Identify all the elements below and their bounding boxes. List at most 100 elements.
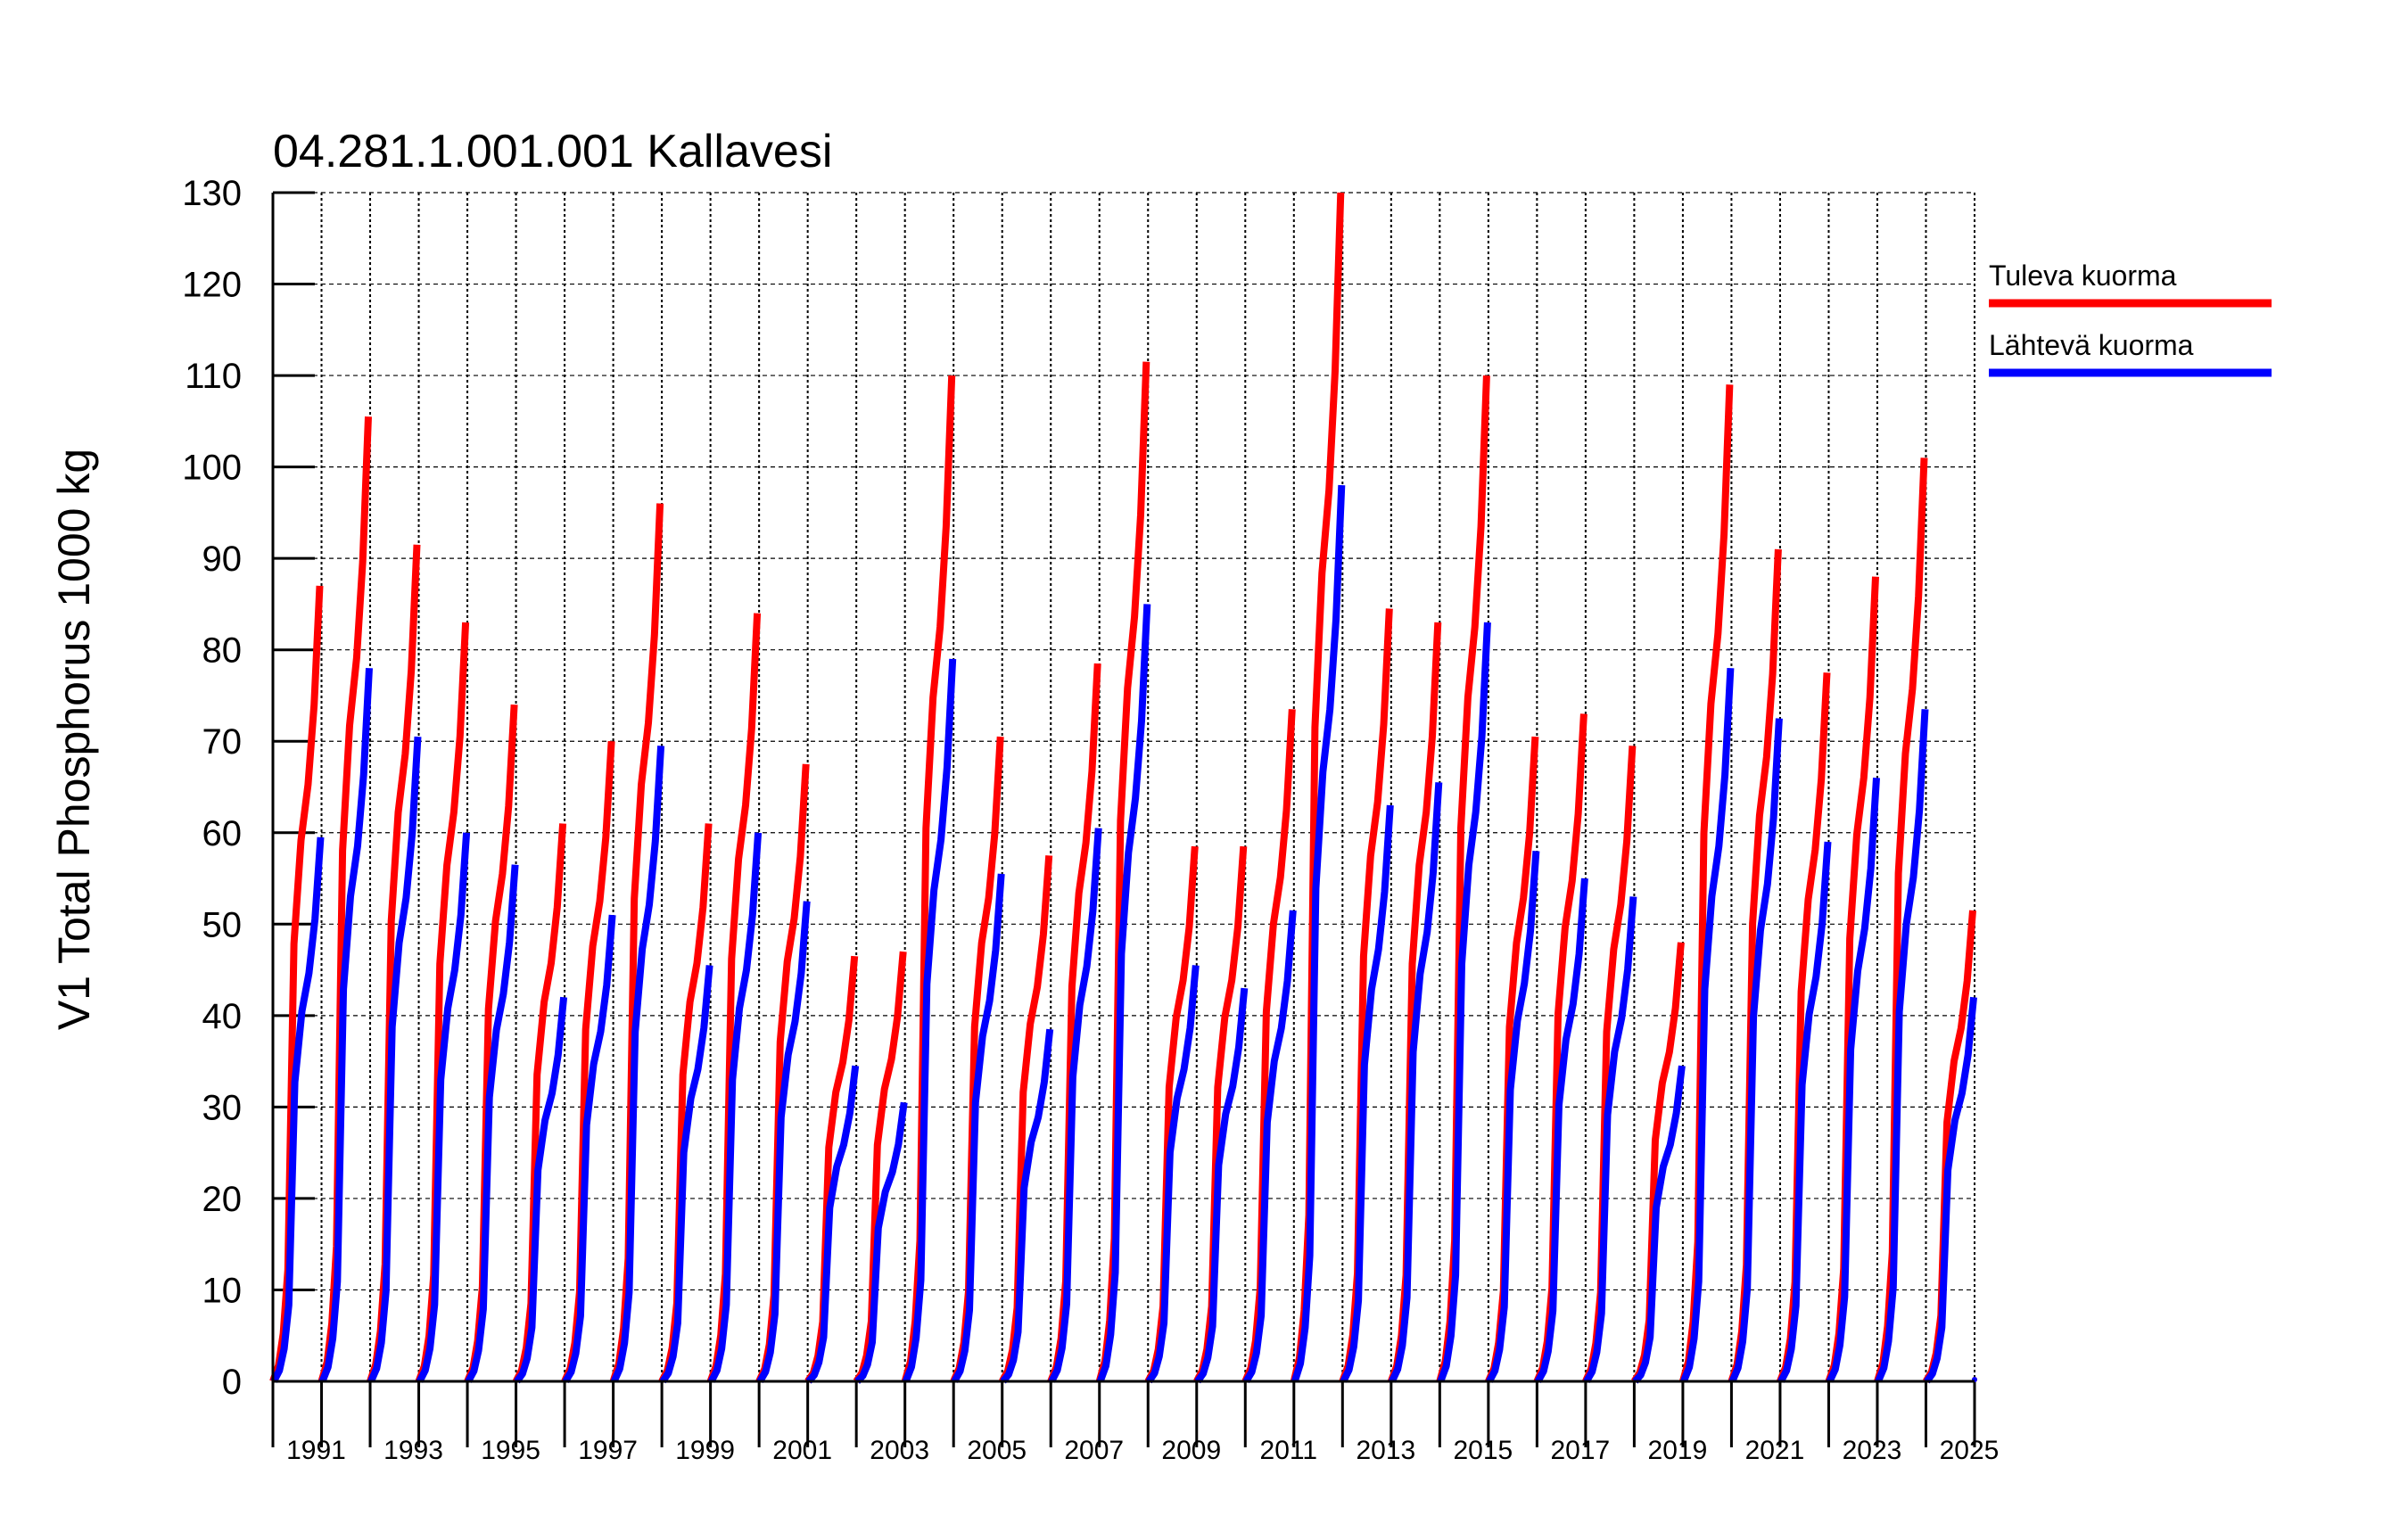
lahteva-line-2023 (1875, 709, 1929, 1383)
tuleva-line-2019 (1679, 384, 1734, 1383)
tuleva-line-1990 (269, 585, 324, 1383)
tuleva-line-2005 (999, 855, 1053, 1383)
y-tick-label: 90 (202, 540, 243, 579)
lahteva-line-2005 (1000, 1028, 1054, 1384)
lahteva-line-2013 (1389, 782, 1443, 1383)
tuleva-line-1994 (464, 704, 518, 1383)
x-tick-label: 1993 (383, 1436, 443, 1465)
x-tick-label: 2015 (1453, 1436, 1513, 1465)
lahteva-line-2003 (902, 658, 957, 1383)
lahteva-line-1990 (270, 836, 325, 1383)
lahteva-line-2009 (1194, 987, 1249, 1384)
lahteva-line-2019 (1680, 667, 1735, 1383)
y-tick-label: 50 (202, 905, 243, 944)
tuleva-line-2006 (1047, 663, 1101, 1383)
y-tick-label: 40 (202, 997, 243, 1036)
lahteva-line-2011 (1291, 484, 1346, 1383)
tuleva-line-2016 (1533, 713, 1587, 1383)
lahteva-line-1993 (416, 832, 471, 1383)
tuleva-line-1993 (415, 622, 470, 1383)
x-axis: 1991 1993 1995 1997 1999 2001 2003 2005 2007 2009… (271, 1381, 2000, 1465)
y-tick-label: 80 (202, 631, 243, 671)
lahteva-line-2004 (951, 873, 1005, 1383)
chart-title: 04.281.1.001.001 Kallavesi (273, 126, 832, 177)
lahteva-line-1997 (610, 746, 665, 1383)
lahteva-line-1999 (708, 832, 763, 1383)
tuleva-line-2011 (1290, 192, 1345, 1382)
lahteva-line-2020 (1728, 718, 1783, 1383)
lahteva-line-2022 (1826, 777, 1880, 1383)
x-tick-label: 2025 (1940, 1436, 2000, 1465)
legend: Tuleva kuorma Lähtevä kuorma (1989, 260, 2272, 377)
y-tick-label: 10 (202, 1271, 243, 1310)
tuleva-line-2023 (1874, 457, 1928, 1383)
tuleva-line-1998 (658, 823, 713, 1383)
x-tick-label: 2009 (1161, 1436, 1221, 1465)
lahteva-line-2010 (1242, 910, 1297, 1384)
lahteva-line-2007 (1096, 604, 1151, 1383)
tuleva-line-1991 (317, 416, 372, 1383)
lahteva-line-1992 (367, 736, 422, 1383)
lahteva-line-2008 (1145, 965, 1200, 1384)
tuleva-line-2000 (755, 763, 810, 1383)
x-tick-label: 1991 (286, 1436, 346, 1465)
tuleva-line-2017 (1582, 746, 1637, 1383)
legend-label-lahteva: Lähtevä kuorma (1989, 329, 2194, 361)
x-tick-label: 1999 (675, 1436, 735, 1465)
tuleva-line-1999 (706, 613, 762, 1383)
lahteva-line-2000 (756, 901, 811, 1384)
lahteva-line-2017 (1583, 896, 1637, 1384)
x-tick-label: 2021 (1745, 1436, 1805, 1465)
lahteva-line-2015 (1486, 851, 1540, 1383)
lahteva-line-2016 (1534, 877, 1588, 1383)
tuleva-line-2003 (901, 375, 956, 1383)
tuleva-line-1996 (561, 740, 615, 1383)
lahteva-line-2024 (1924, 996, 1977, 1384)
lahteva-line-2012 (1340, 804, 1394, 1383)
tuleva-line-2021 (1777, 672, 1831, 1383)
x-tick-label: 2011 (1260, 1436, 1318, 1465)
x-tick-label: 2017 (1551, 1436, 1611, 1465)
y-tick-label: 20 (202, 1180, 243, 1219)
lahteva-line-2006 (1048, 828, 1102, 1383)
lahteva-line-2001 (805, 1065, 860, 1384)
series-lines (269, 192, 1977, 1384)
y-tick-label: 30 (202, 1088, 243, 1127)
x-tick-label: 2005 (967, 1436, 1027, 1465)
y-tick-label: 0 (222, 1363, 242, 1402)
lahteva-line-2014 (1437, 622, 1491, 1383)
lahteva-line-1994 (465, 864, 519, 1383)
x-tick-label: 1997 (578, 1436, 638, 1465)
tuleva-line-2010 (1241, 709, 1296, 1383)
tuleva-line-2022 (1825, 576, 1879, 1383)
tuleva-line-2009 (1193, 845, 1248, 1383)
lahteva-line-1991 (318, 667, 373, 1383)
tuleva-line-1992 (367, 544, 421, 1383)
tuleva-line-2007 (1095, 361, 1150, 1383)
tuleva-line-1997 (609, 503, 664, 1383)
y-tick-label: 130 (182, 174, 242, 213)
x-tick-label: 2007 (1064, 1436, 1124, 1465)
lahteva-line-2002 (854, 1101, 908, 1384)
y-tick-label: 60 (202, 814, 243, 853)
x-tick-label: 2001 (772, 1436, 832, 1465)
y-tick-label: 70 (202, 722, 243, 762)
x-tick-label: 2019 (1648, 1436, 1708, 1465)
tuleva-line-2012 (1339, 608, 1393, 1383)
y-tick-label: 100 (182, 449, 242, 488)
x-tick-label: 2003 (870, 1436, 929, 1465)
y-axis-label: V1 Total Phosphorus 1000 kg (49, 449, 99, 1030)
lahteva-line-1996 (562, 914, 616, 1384)
lahteva-line-2018 (1632, 1065, 1686, 1384)
y-tick-label: 120 (182, 266, 242, 305)
x-tick-label: 1995 (481, 1436, 540, 1465)
y-axis: 0 10 20 30 40 50 60 70 80 90 100 110 120 130 (182, 174, 315, 1402)
tuleva-line-1995 (513, 823, 567, 1383)
x-tick-label: 2013 (1356, 1436, 1415, 1465)
tuleva-line-2018 (1631, 942, 1685, 1384)
tuleva-line-2001 (804, 955, 859, 1384)
lahteva-line-2021 (1777, 841, 1832, 1383)
lahteva-line-1998 (659, 965, 713, 1384)
legend-label-tuleva: Tuleva kuorma (1989, 260, 2177, 292)
